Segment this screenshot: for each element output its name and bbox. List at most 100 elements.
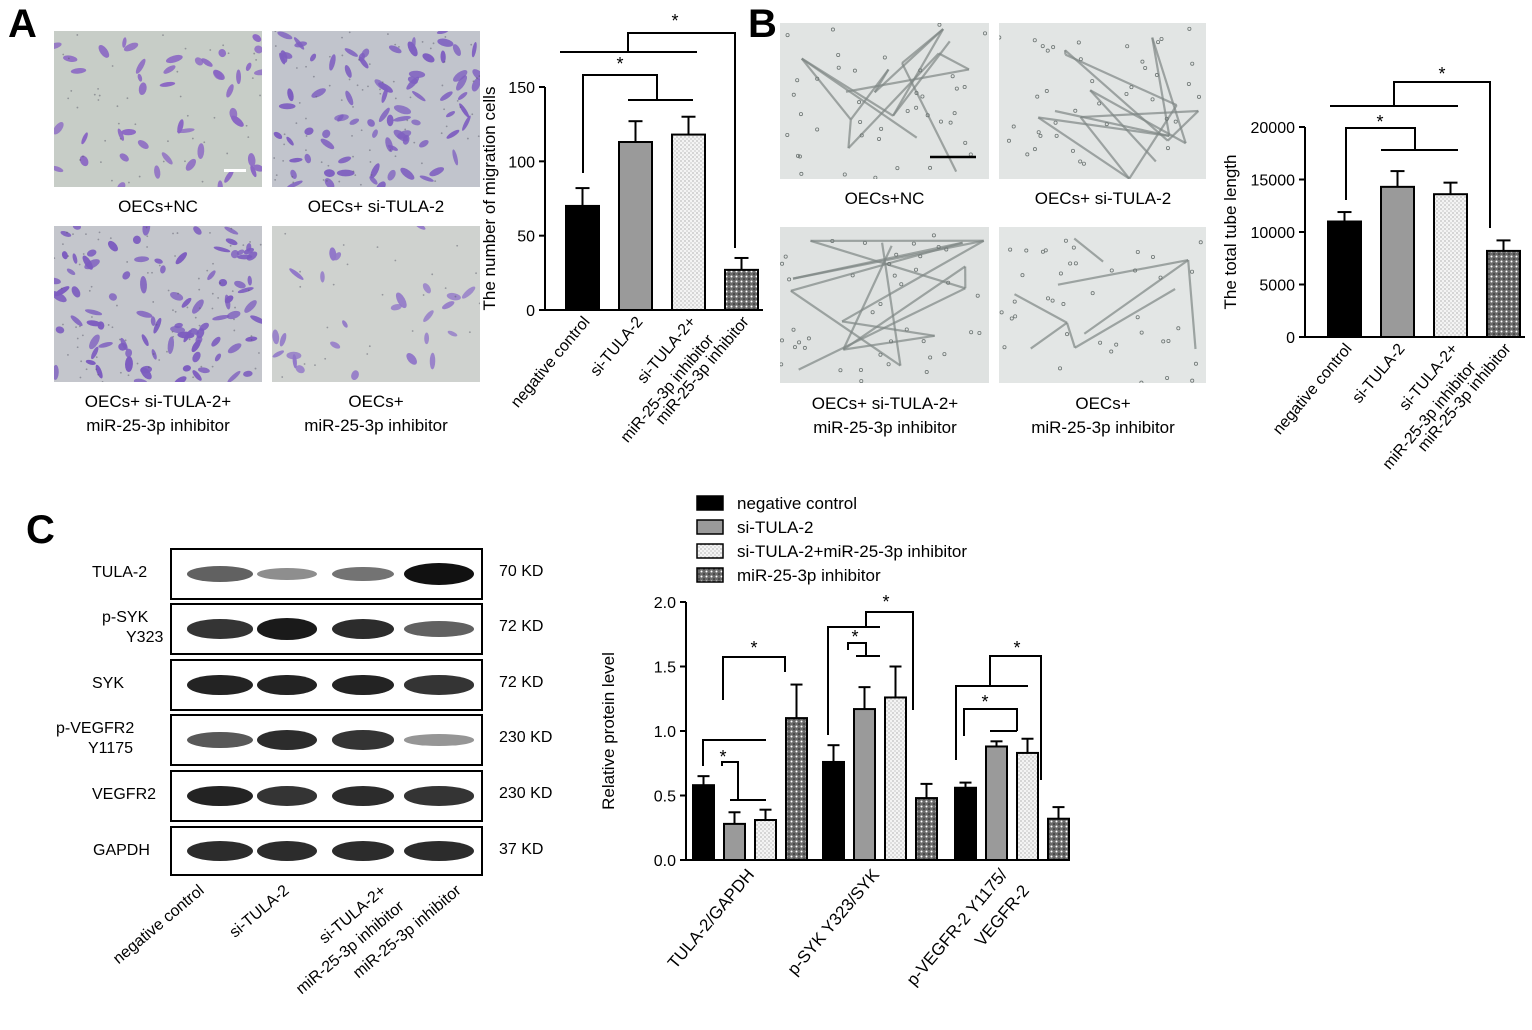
- chart-c-legend-swatch: [697, 568, 723, 582]
- blot-row-label-line: GAPDH: [93, 841, 150, 861]
- blot-band: [332, 786, 394, 806]
- blot-row-5: [170, 826, 483, 876]
- blot-row-label-line: TULA-2: [92, 563, 147, 583]
- chart-c-significance-star: *: [882, 592, 889, 612]
- chart-b-y-label: The total tube length: [1221, 154, 1240, 309]
- chart-c-bar: [693, 785, 714, 860]
- blot-row-kd: 230 KD: [499, 785, 552, 803]
- chart-b-y-tick-label: 0: [1286, 330, 1295, 347]
- chart-a-category-label: miR-25-3p inhibitor: [653, 313, 753, 428]
- blot-band: [257, 841, 317, 861]
- chart-b-bar: [1328, 222, 1361, 338]
- chart-c-bar: [885, 697, 906, 860]
- chart-a-y-tick-label: 50: [517, 229, 535, 246]
- chart-a-y-tick-label: 0: [526, 303, 535, 320]
- blot-band: [257, 675, 317, 696]
- chart-c-bar: [1017, 753, 1038, 860]
- blot-row-label-line: Y323: [102, 628, 163, 648]
- chart-b-bar: [1434, 194, 1467, 337]
- chart-a-bar: [672, 135, 705, 310]
- chart-c-legend-swatch: [697, 544, 723, 558]
- chart-a-significance-star: *: [616, 54, 623, 74]
- blot-band: [404, 841, 474, 861]
- blot-row-kd: 70 KD: [499, 563, 543, 581]
- blot-row-kd: 37 KD: [499, 841, 543, 859]
- chart-b-y-tick-label: 5000: [1259, 278, 1295, 295]
- chart-c-significance-star: *: [1013, 638, 1020, 658]
- blot-band: [187, 732, 253, 748]
- chart-c-legend-label: si-TULA-2: [737, 518, 814, 537]
- blot-row-label-line: Y1175: [56, 739, 134, 759]
- chart-c-significance-star: *: [981, 692, 988, 712]
- blot-row-2: [170, 659, 483, 711]
- blot-band: [332, 730, 394, 749]
- blot-row-label-line: VEGFR2: [92, 785, 156, 805]
- blot-band: [404, 621, 474, 637]
- blot-band: [404, 734, 474, 746]
- blot-row-label-line: p-VEGFR2: [56, 719, 134, 739]
- chart-c-legend-swatch: [697, 520, 723, 534]
- chart-a-bar: [619, 142, 652, 310]
- blot-band: [404, 786, 474, 805]
- blot-band: [187, 619, 253, 638]
- chart-c-y-label: Relative protein level: [599, 652, 618, 810]
- blot-row-kd: 72 KD: [499, 618, 543, 636]
- blot-row-1: [170, 603, 483, 655]
- chart-a-y-tick-label: 100: [508, 154, 535, 171]
- blot-band: [332, 619, 394, 639]
- blot-row-label: GAPDH: [93, 841, 150, 861]
- blot-row-label-line: SYK: [92, 674, 124, 694]
- blot-row-kd: 72 KD: [499, 674, 543, 692]
- chart-c-category-label: TULA-2/GAPDH: [664, 865, 758, 972]
- chart-c-y-tick-label: 1.5: [654, 660, 676, 677]
- blot-band: [332, 567, 394, 581]
- blot-row-label: VEGFR2: [92, 785, 156, 805]
- chart-c-y-tick-label: 0.5: [654, 789, 676, 806]
- chart-c-significance-bracket: [723, 657, 785, 700]
- chart-c-bar: [955, 788, 976, 860]
- blot-row-3: [170, 714, 483, 766]
- chart-b-category-label: negative control: [1270, 341, 1356, 438]
- chart-c-significance-star: *: [851, 627, 858, 647]
- blot-band: [404, 675, 474, 694]
- chart-c-legend-label: miR-25-3p inhibitor: [737, 566, 881, 585]
- blot-row-0: [170, 548, 483, 600]
- chart-b-category-label: miR-25-3p inhibitor: [1415, 340, 1515, 455]
- blot-band: [332, 675, 394, 696]
- chart-a-y-tick-label: 150: [508, 80, 535, 97]
- blot-lane-label: negative control: [110, 882, 207, 968]
- chart-b-bar: [1381, 187, 1414, 337]
- blot-row-4: [170, 770, 483, 822]
- chart-a-bar: [725, 270, 758, 310]
- blot-row-label-line: p-SYK: [102, 608, 163, 628]
- chart-c-category-label: p-SYK Y323/SYK: [784, 865, 884, 979]
- chart-a-category-label: negative control: [508, 314, 594, 411]
- chart-c-legend-label: negative control: [737, 494, 857, 513]
- blot-band: [187, 675, 253, 696]
- blot-row-label: SYK: [92, 674, 124, 694]
- blot-band: [332, 841, 394, 861]
- chart-c-y-tick-label: 0.0: [654, 853, 676, 870]
- chart-b-significance-star: *: [1438, 64, 1445, 84]
- chart-a-significance-star: *: [671, 11, 678, 31]
- chart-c-legend-swatch: [697, 496, 723, 510]
- chart-c-legend-label: si-TULA-2+miR-25-3p inhibitor: [737, 542, 967, 561]
- chart-c-bar: [724, 824, 745, 860]
- chart-c-bar: [1048, 819, 1069, 860]
- chart-c-bar: [986, 746, 1007, 860]
- blot-band: [257, 730, 317, 750]
- chart-c-y-tick-label: 1.0: [654, 724, 676, 741]
- blot-row-label: TULA-2: [92, 563, 147, 583]
- blot-band: [257, 568, 317, 580]
- blot-band: [404, 563, 474, 585]
- chart-c-bar: [916, 798, 937, 860]
- chart-b-y-tick-label: 15000: [1251, 173, 1296, 190]
- blot-band: [257, 618, 317, 639]
- chart-b-category-label: si-TULA-2: [1349, 341, 1408, 407]
- chart-b-y-tick-label: 20000: [1251, 120, 1296, 137]
